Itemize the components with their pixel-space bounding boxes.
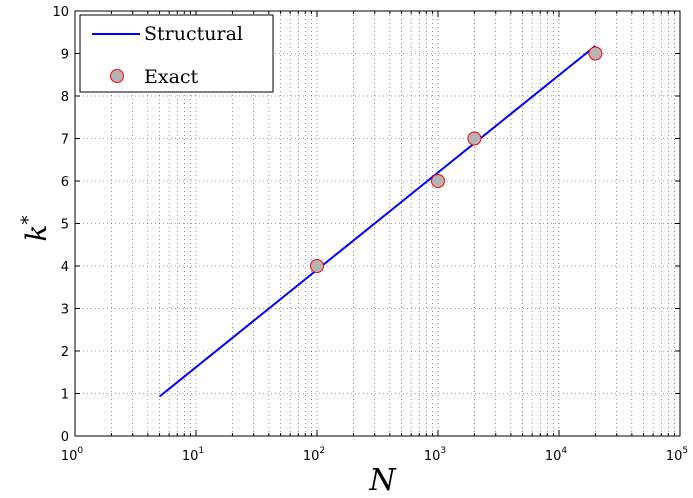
y-tick-label: 7 [61, 133, 69, 148]
y-tick-label: 9 [61, 48, 69, 63]
series [158, 45, 603, 398]
series-line-structural [158, 45, 597, 398]
data-point-exact [467, 131, 482, 146]
y-tick-label: 1 [61, 388, 69, 403]
legend-label-structural: Structural [144, 23, 243, 45]
x-tick-label: 102 [303, 446, 325, 464]
y-tick-label: 8 [61, 90, 69, 105]
legend-label-exact: Exact [144, 66, 199, 88]
y-tick-label: 4 [61, 260, 69, 275]
y-tick-label: 3 [61, 303, 69, 318]
grid [75, 11, 680, 436]
y-tick-label: 5 [61, 218, 69, 233]
axes: 0 1 2 3 4 5 6 7 8 9 10 100 101 102 103 104 105 [52, 5, 688, 464]
y-axis-label-sup: * [18, 216, 39, 225]
x-tick-label: 104 [545, 446, 568, 464]
y-axis-label-base: k [20, 225, 53, 242]
x-tick-label: 105 [666, 446, 688, 464]
x-tick-label: 103 [424, 446, 446, 464]
data-point-exact [310, 259, 324, 273]
data-point-exact [588, 46, 603, 61]
x-tick-label: 101 [182, 446, 204, 464]
y-tick-label: 6 [61, 175, 69, 190]
y-axis-label: k* [18, 216, 53, 242]
x-tick-label: 100 [61, 446, 84, 464]
data-point-exact [431, 174, 445, 188]
legend: Structural Exact [79, 14, 274, 93]
y-tick-label: 2 [61, 345, 69, 360]
y-tick-label: 0 [61, 430, 69, 445]
x-axis-label: N [368, 463, 397, 498]
y-tick-label: 10 [52, 5, 69, 20]
legend-swatch-exact [110, 69, 124, 83]
